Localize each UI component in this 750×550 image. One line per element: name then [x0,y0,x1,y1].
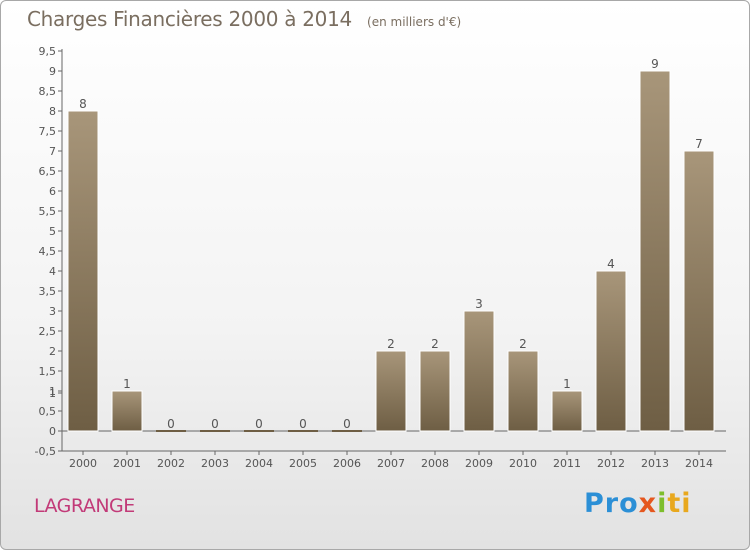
data-label: 1 [123,377,131,391]
x-tick-label: 2001 [113,457,141,470]
y-tick-label: 4,5 [39,245,57,258]
data-label: 8 [79,97,87,111]
y-tick-label: -0,5 [35,445,56,458]
bar [463,310,495,432]
y-tick-label: 0,5 [39,405,57,418]
x-tick-label: 2010 [509,457,537,470]
y-tick-label: 7,5 [39,125,57,138]
y-tick-label: 8 [49,105,56,118]
data-label: 1 [563,377,571,391]
y-tick-label: 1 [49,387,56,400]
data-label: 4 [607,257,615,271]
bar [67,110,99,432]
y-tick-label: 6,5 [39,165,57,178]
y-tick-label: 2 [49,345,56,358]
data-label: 0 [255,417,263,431]
y-tick-label: 3 [49,305,56,318]
commune-name: LAGRANGE [34,495,135,517]
y-tick-label: 2,5 [39,325,57,338]
data-label: 0 [343,417,351,431]
chart-title-text: Charges Financières 2000 à 2014 [27,7,352,31]
data-label: 2 [519,337,527,351]
data-label: 0 [299,417,307,431]
bar [111,390,143,432]
y-tick-label: 5,5 [39,205,57,218]
data-label: 2 [387,337,395,351]
bar [419,350,451,432]
x-tick-label: 2008 [421,457,449,470]
bar [639,70,671,432]
x-tick-label: 2004 [245,457,273,470]
bar [551,390,583,432]
logo-part-3: i [657,488,668,519]
data-label: 0 [167,417,175,431]
x-tick-label: 2003 [201,457,229,470]
x-tick-label: 2000 [69,457,97,470]
x-tick-label: 2012 [597,457,625,470]
proxiti-logo: Proxiti [584,488,692,519]
data-label: 2 [431,337,439,351]
y-tick-label: 9,5 [39,45,57,58]
y-tick-label: 9 [49,65,56,78]
x-tick-label: 2005 [289,457,317,470]
bar [595,270,627,432]
x-tick-label: 2009 [465,457,493,470]
bar [375,350,407,432]
y-tick-label: 1,5 [39,365,57,378]
y-tick-label: 8,5 [39,85,57,98]
y-tick-label: 4 [49,265,56,278]
y-tick-label: 5 [49,225,56,238]
x-tick-label: 2014 [685,457,713,470]
logo-part-4: ti [667,488,692,519]
y-tick-label: 7 [49,145,56,158]
logo-part-1: Pro [584,488,639,519]
x-tick-label: 2007 [377,457,405,470]
chart-unit: (en milliers d'€) [367,15,462,29]
logo-part-2: x [638,488,658,519]
x-tick-label: 2006 [333,457,361,470]
y-tick-label: 1 [49,385,56,398]
x-tick-label: 2013 [641,457,669,470]
bar [683,150,715,432]
data-label: 9 [651,57,659,71]
data-label: 3 [475,297,483,311]
x-tick-label: 2002 [157,457,185,470]
chart-title: Charges Financières 2000 à 2014 (en mill… [27,7,461,31]
data-label: 7 [695,137,703,151]
y-tick-label: 3,5 [39,285,57,298]
x-tick-label: 2011 [553,457,581,470]
y-tick-label: 6 [49,185,56,198]
data-label: 0 [211,417,219,431]
bar [507,350,539,432]
y-tick-label: 0 [49,425,56,438]
